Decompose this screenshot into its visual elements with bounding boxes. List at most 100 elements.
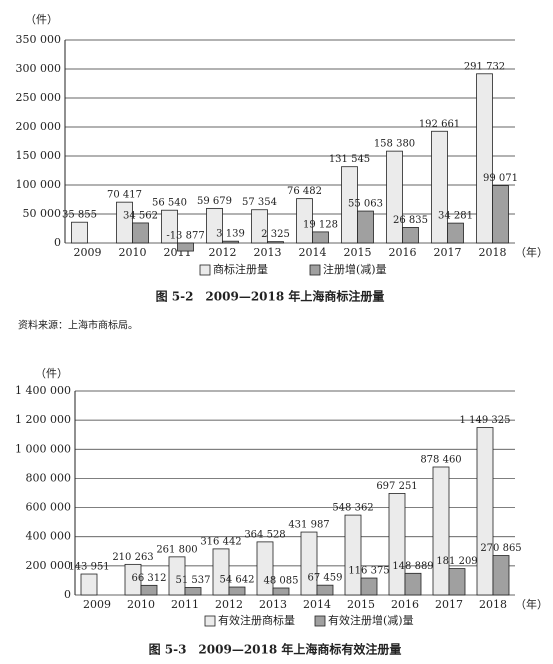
y-unit: （件） [25, 13, 58, 26]
value-label: 261 800 [156, 544, 197, 555]
value-label: 54 642 [220, 575, 255, 586]
value-label: 34 281 [438, 211, 473, 222]
y-tick-label: 400 000 [26, 530, 72, 543]
y-tick-label: 0 [64, 588, 71, 601]
legend-label: 注册增(减)量 [323, 262, 387, 276]
x-tick-label: 2010 [127, 598, 155, 611]
legend-swatch [314, 615, 326, 627]
value-label: 181 209 [436, 556, 477, 567]
y-tick-label: 600 000 [26, 501, 72, 514]
legend-swatch [199, 264, 211, 276]
bar [341, 166, 358, 244]
bar [132, 222, 149, 244]
bar [432, 466, 450, 596]
value-label: 431 987 [288, 520, 329, 531]
x-unit: （年） [515, 245, 548, 259]
y-tick-label: 0 [54, 236, 61, 249]
bar [184, 587, 202, 596]
value-label: 34 562 [123, 210, 158, 221]
x-tick-label: 2009 [74, 246, 102, 259]
y-tick-label: 250 000 [16, 91, 62, 104]
legend-label: 有效注册增(减)量 [328, 613, 414, 627]
bar [228, 586, 246, 596]
value-label: 697 251 [376, 481, 417, 492]
value-label: 51 537 [176, 575, 211, 586]
bar [492, 555, 510, 596]
value-label: 99 071 [483, 173, 518, 184]
value-label: 26 835 [393, 215, 428, 226]
x-tick-label: 2016 [389, 246, 417, 259]
value-label: 116 375 [348, 566, 389, 577]
bar [316, 584, 334, 596]
bar [404, 572, 422, 596]
y-tick-label: 100 000 [16, 178, 62, 191]
source-note: 资料来源：上海市商标局。 [18, 319, 138, 332]
bar [212, 548, 230, 596]
bar [168, 556, 186, 596]
value-label: 1 149 325 [460, 415, 511, 426]
x-tick-label: 2009 [83, 598, 111, 611]
value-label: 548 362 [332, 503, 373, 514]
bar [267, 241, 284, 244]
value-label: 76 482 [287, 186, 322, 197]
value-label: 2 325 [261, 229, 290, 240]
value-label: 66 312 [132, 573, 167, 584]
x-unit: （年） [515, 597, 548, 611]
x-tick-label: 2011 [171, 598, 199, 611]
legend-label: 商标注册量 [213, 262, 268, 276]
value-label: 35 855 [62, 210, 97, 221]
bar [140, 584, 158, 596]
value-label: 3 139 [216, 229, 245, 240]
bar [272, 587, 290, 596]
value-label: 19 128 [303, 219, 338, 230]
y-tick-label: 350 000 [16, 33, 62, 46]
value-label: 291 732 [464, 61, 505, 72]
x-tick-label: 2014 [299, 246, 327, 259]
bar [124, 563, 142, 596]
bar [402, 227, 419, 244]
chart-title: 图 5-2 2009—2018 年上海商标注册量 [156, 289, 385, 304]
value-label: 148 889 [392, 561, 433, 572]
y-tick-label: 1 200 000 [15, 413, 71, 426]
legend-swatch [309, 264, 321, 276]
value-label: 316 442 [200, 536, 241, 547]
y-tick-label: 1 400 000 [15, 384, 71, 397]
bar [222, 240, 239, 244]
x-tick-label: 2013 [254, 246, 282, 259]
y-tick-label: 200 000 [16, 120, 62, 133]
value-label: 210 263 [112, 552, 153, 563]
bar [388, 493, 406, 596]
value-label: 59 679 [197, 196, 232, 207]
legend-swatch [204, 615, 216, 627]
value-label: 131 545 [329, 154, 370, 165]
bar [161, 209, 178, 244]
bar [476, 73, 493, 244]
y-unit: （件） [35, 367, 68, 380]
x-tick-label: 2015 [344, 246, 372, 259]
value-label: 192 661 [419, 119, 460, 130]
legend-label: 有效注册商标量 [218, 613, 295, 627]
value-label: 55 063 [348, 199, 383, 210]
y-tick-label: 1 000 000 [15, 442, 71, 455]
x-tick-label: 2015 [347, 598, 375, 611]
y-tick-label: 200 000 [26, 559, 72, 572]
bar [251, 209, 268, 244]
x-tick-label: 2013 [259, 598, 287, 611]
value-label: 364 528 [244, 529, 285, 540]
bar [300, 531, 318, 596]
bar [80, 573, 98, 596]
x-tick-label: 2016 [391, 598, 419, 611]
bar [447, 222, 464, 244]
bar [256, 541, 274, 596]
bar [177, 242, 194, 252]
x-tick-label: 2012 [215, 598, 243, 611]
bar [357, 210, 374, 244]
bar [492, 185, 509, 244]
value-label: 56 540 [152, 198, 187, 209]
bar [312, 231, 329, 244]
bar [476, 427, 494, 596]
value-label: 70 417 [107, 190, 142, 201]
x-tick-label: 2017 [435, 598, 463, 611]
